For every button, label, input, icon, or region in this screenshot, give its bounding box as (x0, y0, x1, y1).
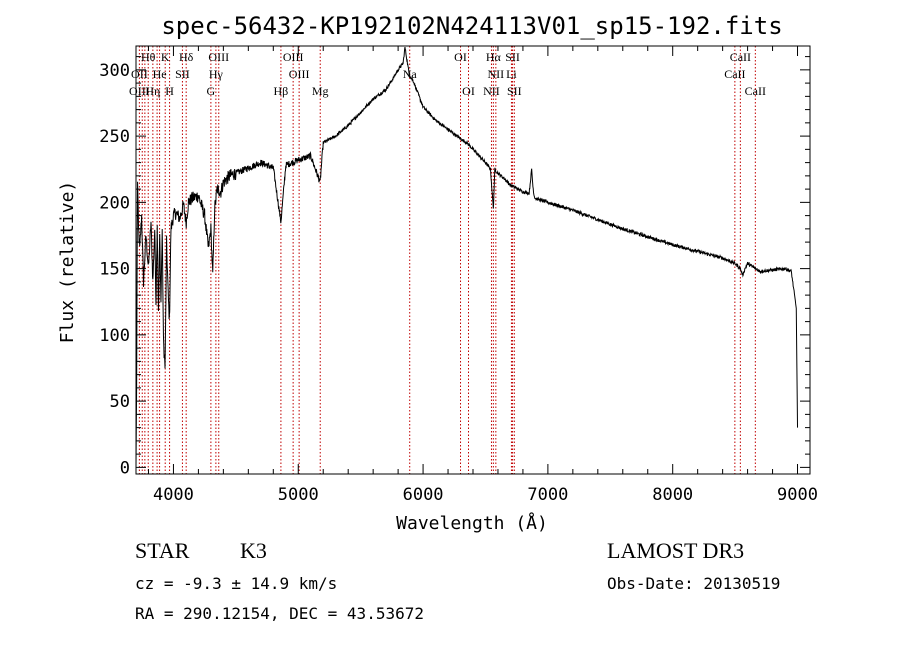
x-axis-label: Wavelength (Å) (396, 512, 548, 534)
emission-line-label: H (165, 84, 174, 98)
emission-line-markers (138, 46, 756, 474)
emission-line-label: SII (505, 50, 520, 64)
y-tick-label: 50 (110, 392, 130, 412)
coordinates: RA = 290.12154, DEC = 43.53672 (135, 604, 424, 623)
y-tick-label: 150 (99, 260, 130, 280)
emission-line-label: CaII (745, 84, 766, 98)
redshift-text: cz = -9.3 ± 14.9 km/s (135, 574, 338, 593)
emission-line-label: NII (488, 67, 505, 81)
emission-line-label: SII (507, 84, 522, 98)
obs-date: Obs-Date: 20130519 (607, 574, 781, 593)
emission-line-label: Hη (145, 84, 160, 98)
spectrum-line (135, 46, 799, 468)
emission-line-label: Hθ (141, 50, 156, 64)
emission-line-label: Hγ (209, 67, 224, 81)
emission-line-label: He (153, 67, 167, 81)
emission-line-label: CaII (730, 50, 751, 64)
emission-line-label: OII (131, 67, 148, 81)
x-axis-ticks: 4000 5000 6000 7000 8000 9000 (147, 46, 818, 505)
emission-line-label: OIII (289, 67, 310, 81)
y-tick-label: 100 (99, 326, 130, 346)
emission-line-label: OI (462, 84, 475, 98)
emission-line-label: NII (483, 84, 500, 98)
plot-frame (135, 45, 811, 475)
object-class: STAR (135, 538, 190, 563)
emission-line-label: OI (454, 50, 467, 64)
y-axis-ticks: 0 50 100 150 200 250 300 (99, 56, 810, 478)
emission-line-label: OIII (208, 50, 229, 64)
x-tick-label: 9000 (777, 485, 818, 505)
emission-line-label: Mg (312, 84, 329, 98)
x-tick-label: 8000 (652, 485, 693, 505)
x-tick-label: 5000 (278, 485, 319, 505)
y-axis-label: Flux (relative) (57, 181, 78, 344)
emission-line-label: Hδ (179, 50, 194, 64)
chart-title: spec-56432-KP192102N424113V01_sp15-192.f… (161, 12, 782, 40)
emission-line-label: K (161, 50, 170, 64)
y-tick-label: 250 (99, 127, 130, 147)
object-subclass: K3 (240, 538, 267, 563)
emission-line-label: CaII (724, 67, 745, 81)
x-tick-label: 4000 (153, 485, 194, 505)
y-tick-label: 200 (99, 193, 130, 213)
emission-line-label: Hα (486, 50, 502, 64)
x-tick-label: 7000 (527, 485, 568, 505)
emission-line-label: Na (403, 67, 418, 81)
x-tick-label: 6000 (403, 485, 444, 505)
y-tick-label: 300 (99, 61, 130, 81)
y-tick-label: 0 (120, 458, 130, 478)
emission-line-label: G (207, 84, 216, 98)
emission-line-label: OIII (129, 84, 150, 98)
emission-line-label: OIII (283, 50, 304, 64)
emission-line-label: SII (175, 67, 190, 81)
survey-name: LAMOST DR3 (607, 538, 745, 563)
emission-line-label: Li (506, 67, 517, 81)
emission-line-label: Hβ (274, 84, 289, 98)
